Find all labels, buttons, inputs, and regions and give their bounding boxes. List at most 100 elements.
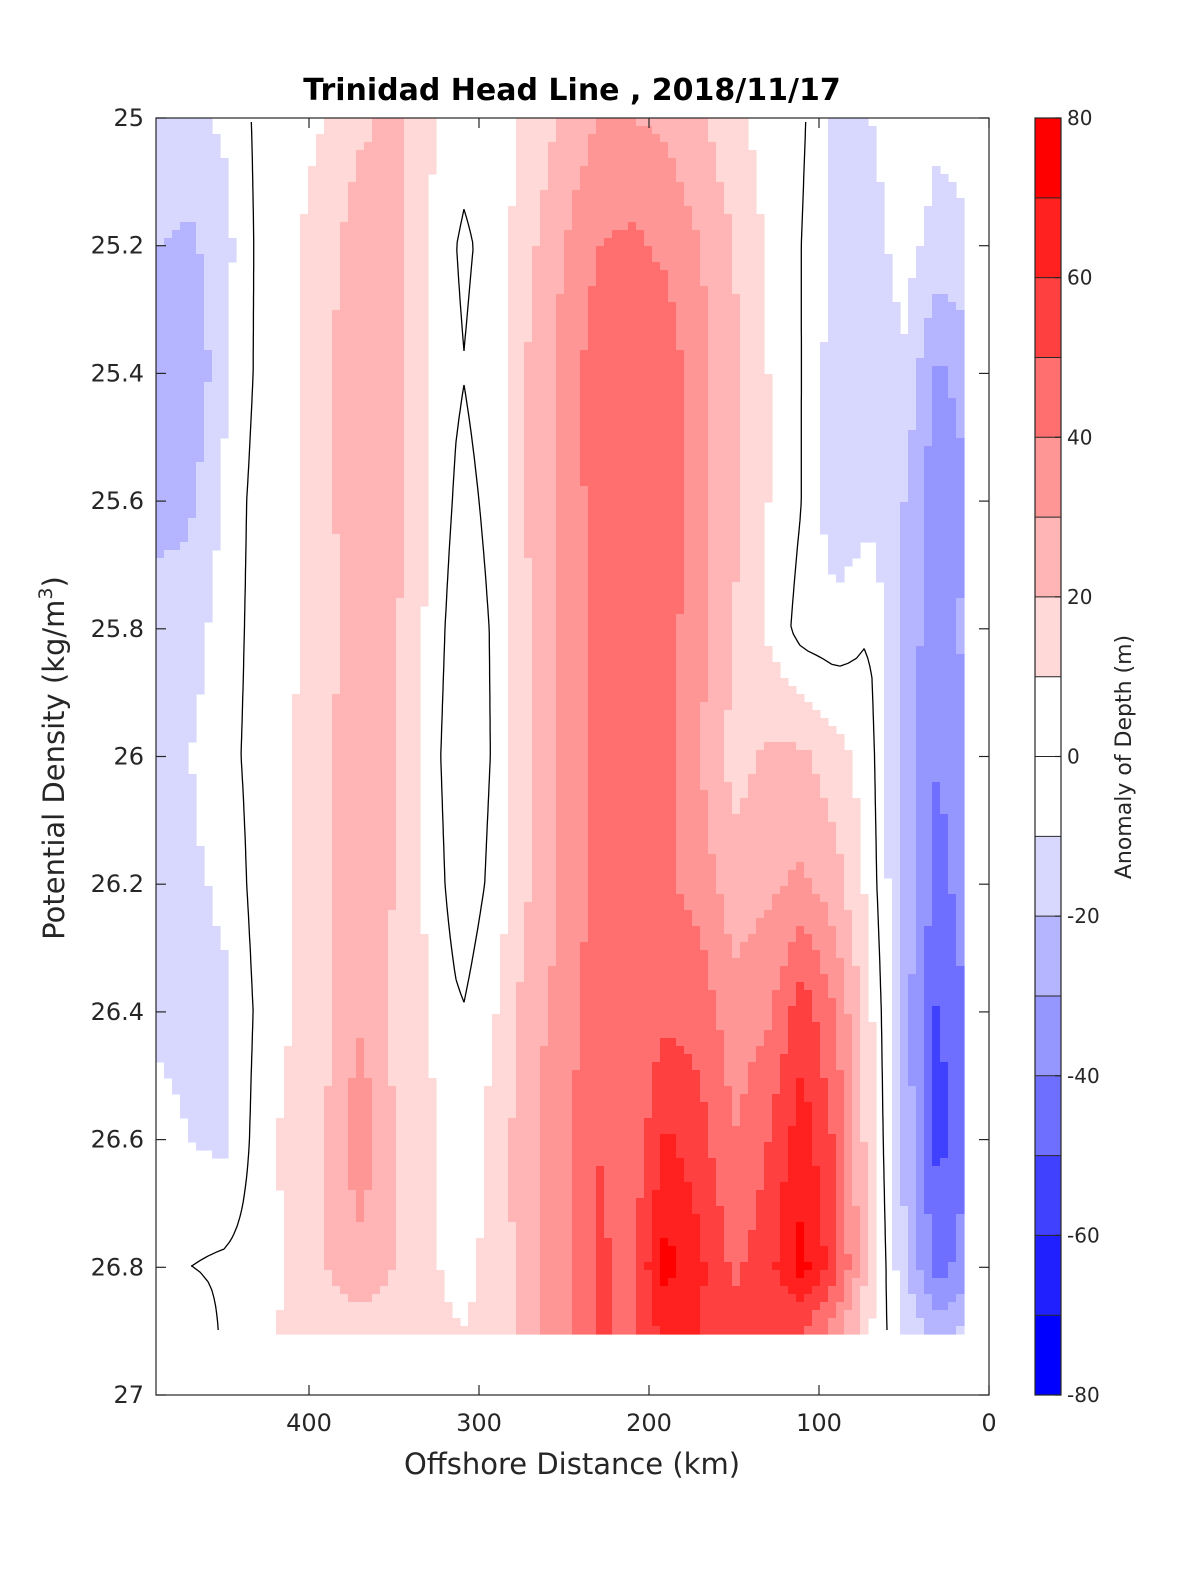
contour-cell	[836, 358, 845, 367]
contour-cell	[828, 206, 837, 215]
contour-cell	[948, 462, 957, 471]
contour-cell	[180, 158, 189, 167]
contour-cell	[212, 502, 221, 511]
contour-cell	[188, 350, 197, 359]
contour-cell	[940, 462, 949, 471]
contour-cell	[644, 662, 653, 671]
contour-cell	[300, 598, 309, 607]
contour-cell	[172, 270, 181, 279]
contour-cell	[756, 310, 765, 319]
contour-cell	[636, 142, 645, 151]
contour-cell	[196, 286, 205, 295]
contour-cell	[540, 670, 549, 679]
contour-cell	[620, 646, 629, 655]
contour-cell	[612, 518, 621, 527]
contour-cell	[700, 670, 709, 679]
contour-cell	[676, 422, 685, 431]
contour-cell	[844, 454, 853, 463]
contour-cell	[956, 254, 965, 263]
contour-cell	[508, 374, 517, 383]
contour-cell	[660, 598, 669, 607]
contour-cell	[204, 478, 213, 487]
contour-cell	[308, 662, 317, 671]
contour-cell	[684, 302, 693, 311]
contour-cell	[420, 366, 429, 375]
contour-cell	[188, 686, 197, 695]
contour-cell	[836, 198, 845, 207]
contour-cell	[196, 158, 205, 167]
contour-cell	[300, 366, 309, 375]
contour-cell	[180, 294, 189, 303]
contour-cell	[828, 142, 837, 151]
contour-cell	[956, 646, 965, 655]
contour-cell	[332, 598, 341, 607]
contour-cell	[644, 238, 653, 247]
contour-cell	[220, 198, 229, 207]
contour-cell	[716, 550, 725, 559]
contour-cell	[372, 342, 381, 351]
contour-cell	[924, 686, 933, 695]
contour-cell	[724, 158, 733, 167]
contour-cell	[644, 174, 653, 183]
contour-cell	[556, 294, 565, 303]
contour-cell	[644, 510, 653, 519]
contour-cell	[300, 670, 309, 679]
contour-cell	[588, 574, 597, 583]
contour-cell	[332, 350, 341, 359]
contour-cell	[172, 606, 181, 615]
contour-cell	[676, 142, 685, 151]
contour-cell	[604, 270, 613, 279]
contour-cell	[204, 182, 213, 191]
contour-cell	[188, 654, 197, 663]
contour-cell	[732, 558, 741, 567]
contour-cell	[540, 582, 549, 591]
contour-cell	[692, 206, 701, 215]
contour-cell	[716, 678, 725, 687]
contour-cell	[324, 534, 333, 543]
contour-cell	[340, 470, 349, 479]
contour-cell	[652, 206, 661, 215]
contour-cell	[692, 310, 701, 319]
contour-cell	[620, 318, 629, 327]
contour-cell	[540, 302, 549, 311]
contour-cell	[380, 318, 389, 327]
contour-cell	[564, 630, 573, 639]
contour-cell	[556, 574, 565, 583]
contour-cell	[740, 534, 749, 543]
contour-cell	[676, 150, 685, 159]
contour-cell	[604, 118, 613, 127]
contour-cell	[612, 366, 621, 375]
contour-cell	[748, 398, 757, 407]
contour-cell	[300, 606, 309, 615]
contour-cell	[508, 430, 517, 439]
contour-cell	[380, 454, 389, 463]
contour-cell	[860, 158, 869, 167]
contour-cell	[420, 574, 429, 583]
contour-cell	[156, 574, 165, 583]
contour-cell	[708, 318, 717, 327]
contour-cell	[164, 278, 173, 287]
contour-cell	[564, 326, 573, 335]
contour-cell	[348, 286, 357, 295]
contour-cell	[516, 454, 525, 463]
contour-cell	[588, 622, 597, 631]
contour-cell	[324, 542, 333, 551]
contour-cell	[908, 598, 917, 607]
contour-cell	[644, 654, 653, 663]
contour-cell	[220, 422, 229, 431]
contour-cell	[548, 486, 557, 495]
contour-cell	[604, 422, 613, 431]
contour-cell	[868, 310, 877, 319]
contour-cell	[172, 422, 181, 431]
contour-cell	[380, 342, 389, 351]
contour-cell	[204, 534, 213, 543]
contour-cell	[388, 598, 397, 607]
contour-cell	[388, 526, 397, 535]
contour-cell	[740, 486, 749, 495]
contour-cell	[372, 254, 381, 263]
contour-cell	[572, 310, 581, 319]
contour-cell	[316, 414, 325, 423]
contour-cell	[716, 182, 725, 191]
contour-cell	[364, 262, 373, 271]
contour-cell	[932, 390, 941, 399]
